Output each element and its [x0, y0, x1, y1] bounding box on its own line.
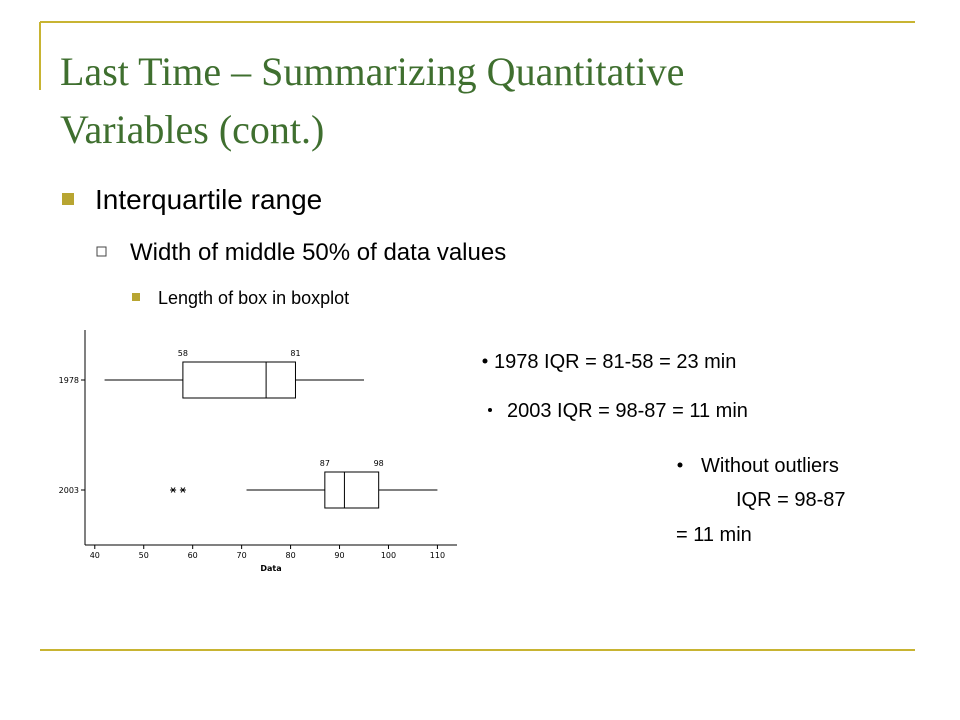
- x-tick-label: 50: [139, 551, 149, 560]
- bullet-text: Length of box in boxplot: [158, 288, 349, 308]
- note: = 11 min: [676, 524, 752, 546]
- note-bullet: [677, 462, 683, 468]
- x-tick-label: 90: [334, 551, 344, 560]
- note: Without outliers: [701, 455, 839, 477]
- category-label: 2003: [59, 486, 79, 495]
- note: IQR = 98-87: [736, 489, 846, 511]
- outlier: [179, 487, 186, 493]
- outlier: [170, 487, 177, 493]
- bullet-text: Interquartile range: [95, 184, 322, 215]
- bullet: [62, 193, 74, 205]
- value-label: 58: [178, 349, 188, 358]
- x-tick-label: 70: [237, 551, 247, 560]
- title: Last Time – Summarizing Quantitative Vari…: [60, 49, 684, 152]
- note-bullet: [488, 408, 492, 412]
- box: [324, 471, 380, 509]
- x-tick-label: 40: [90, 551, 100, 560]
- x-tick-label: 80: [285, 551, 295, 560]
- value-label: 81: [290, 349, 300, 358]
- value-label: 98: [374, 459, 384, 468]
- value-label: 87: [320, 459, 330, 468]
- box: [182, 361, 296, 399]
- sub-bullet: [96, 246, 107, 257]
- note: 1978 IQR = 81-58 = 23 min: [494, 351, 736, 373]
- category-label: 1978: [59, 376, 79, 385]
- bullet-text: Width of middle 50% of data values: [130, 239, 506, 266]
- x-axis-label: Data: [260, 564, 281, 573]
- x-tick-label: 60: [188, 551, 198, 560]
- x-tick-label: 110: [430, 551, 445, 560]
- note-bullet: [482, 358, 488, 364]
- note: 2003 IQR = 98-87 = 11 min: [507, 400, 748, 422]
- x-tick-label: 100: [381, 551, 396, 560]
- sub-sub-bullet: [132, 293, 140, 301]
